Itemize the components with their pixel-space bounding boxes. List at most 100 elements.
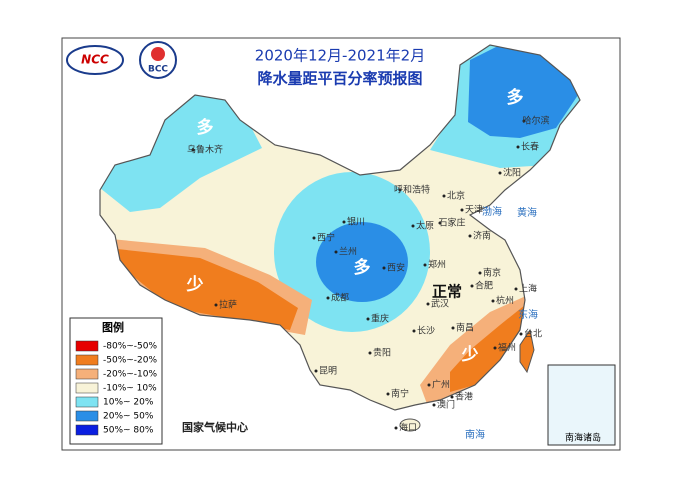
city-label: 成都 — [331, 292, 349, 304]
zone-label: 多 — [354, 257, 371, 278]
city-label: 南京 — [483, 267, 501, 279]
city-label: 澳门 — [437, 399, 455, 411]
city-label: 广州 — [432, 379, 450, 391]
zone-label: 多 — [507, 87, 524, 108]
title: 2020年12月-2021年2月 — [255, 47, 425, 65]
city-dot — [366, 317, 370, 321]
city-label: 贵阳 — [373, 347, 391, 359]
city-dot — [423, 263, 427, 267]
city-label: 石家庄 — [438, 217, 465, 229]
city-label: 合肥 — [475, 280, 493, 292]
zone-label: 正常 — [432, 283, 462, 301]
city-label: 香港 — [455, 391, 473, 403]
city-label: 北京 — [447, 190, 465, 202]
legend-swatch — [75, 368, 99, 380]
city-label: 拉萨 — [219, 299, 237, 311]
zone-label: 多 — [197, 117, 214, 138]
city-dot — [398, 188, 402, 192]
legend-label: 50%~ 80% — [103, 426, 154, 436]
legend-items: -80%~-50% -50%~-20% -20%~-10% -10%~ 10% 10%~… — [75, 340, 157, 436]
zone-w-inner — [108, 248, 298, 330]
city-dot — [214, 303, 218, 307]
zone-label: 少 — [461, 345, 479, 365]
city-label: 长沙 — [417, 325, 435, 337]
taiwan — [519, 328, 535, 374]
legend-label: -50%~-20% — [103, 356, 157, 366]
legend-label: -10%~ 10% — [103, 384, 157, 394]
zone-se-inner — [450, 305, 525, 392]
legend-swatch — [75, 424, 99, 436]
city-dot — [514, 287, 518, 291]
city-dot — [498, 171, 502, 175]
city-dot — [394, 426, 398, 430]
logo-ncc-text: NCC — [81, 53, 109, 67]
city-dot — [522, 119, 526, 123]
city-label: 郑州 — [428, 259, 446, 271]
city-dot — [470, 284, 474, 288]
city-dot — [342, 220, 346, 224]
city-label: 杭州 — [496, 295, 514, 307]
sea-label: 渤海 — [482, 205, 502, 218]
city-dot — [493, 346, 497, 350]
city-label: 昆明 — [319, 366, 337, 377]
city-label: 天津 — [465, 205, 483, 216]
city-dot — [451, 326, 455, 330]
city-label: 南昌 — [456, 322, 474, 334]
logo-bcc-text: BCC — [148, 65, 168, 75]
city-dot — [326, 296, 330, 300]
city-dot — [191, 148, 195, 152]
city-dot — [468, 234, 472, 238]
city-dot — [386, 392, 390, 396]
city-label: 西宁 — [317, 232, 335, 244]
zone-label: 少 — [186, 275, 204, 295]
city-dot — [432, 403, 436, 407]
city-dot — [438, 221, 442, 225]
city-label: 乌鲁木齐 — [187, 144, 223, 156]
china-outline — [99, 44, 581, 411]
city-dot — [442, 194, 446, 198]
subtitle: 降水量距平百分率预报图 — [257, 70, 422, 88]
legend-swatch — [75, 410, 99, 422]
city-label: 武汉 — [431, 298, 449, 310]
city-label: 上海 — [519, 283, 537, 295]
city-dot — [334, 250, 338, 254]
hainan — [399, 418, 421, 432]
footer: 国家气候中心 — [182, 420, 248, 434]
city-dot — [412, 329, 416, 333]
legend-swatch — [75, 354, 99, 366]
city-label: 西安 — [387, 262, 405, 274]
sea-label: 东海 — [518, 308, 538, 321]
city-dot — [460, 208, 464, 212]
city-label: 海口 — [399, 422, 417, 434]
city-label: 呼和浩特 — [394, 184, 430, 196]
legend-box — [69, 317, 163, 445]
zone-ne-inner — [468, 45, 578, 138]
city-label: 南宁 — [391, 388, 409, 400]
city-label: 济南 — [473, 230, 491, 242]
city-dot — [426, 302, 430, 306]
zone-center-inner — [316, 222, 408, 302]
legend-swatch — [75, 382, 99, 394]
city-label: 长春 — [521, 141, 539, 153]
sea-label: 南海 — [465, 428, 485, 441]
sea-label: 黄海 — [517, 206, 537, 219]
city-label: 哈尔滨 — [522, 115, 549, 127]
city-label: 福州 — [498, 342, 516, 354]
labels: 多多多少少正常乌鲁木齐哈尔滨长春沈阳呼和浩特北京天津石家庄太原济南银川西宁兰州西… — [186, 87, 550, 441]
legend-label: 20%~ 50% — [103, 412, 154, 422]
legend-label: -80%~-50% — [103, 342, 157, 352]
logo-bcc: BCC — [139, 41, 177, 79]
zone-layer — [100, 45, 580, 410]
city-label: 沈阳 — [503, 167, 521, 179]
city-dot — [314, 369, 318, 373]
inset-label: 南海诸岛 — [565, 432, 601, 444]
legend-label: 10%~ 20% — [103, 398, 154, 408]
city-dot — [478, 271, 482, 275]
legend-label: -20%~-10% — [103, 370, 157, 380]
city-dot — [491, 299, 495, 303]
legend-swatch — [75, 340, 99, 352]
city-dot — [519, 332, 523, 336]
inset-frame — [547, 364, 616, 446]
zone-nw — [100, 90, 262, 212]
